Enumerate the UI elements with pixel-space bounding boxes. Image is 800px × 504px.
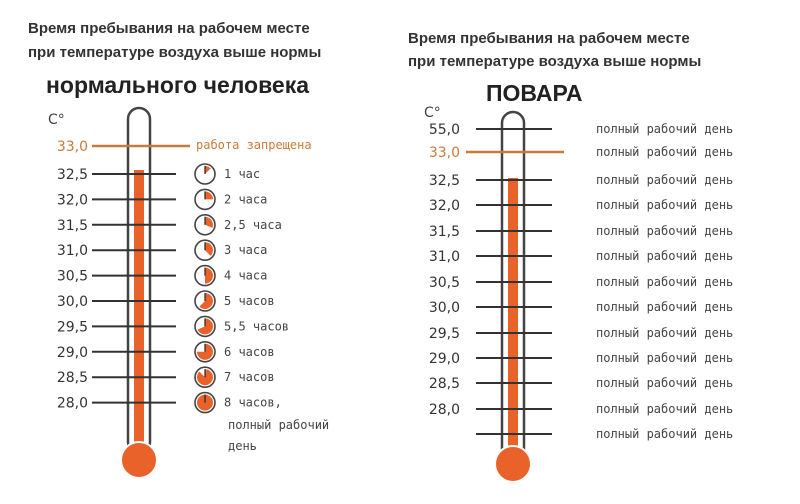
right-row-label: полный рабочий день (596, 173, 733, 187)
right-row-temp: 32,5 (429, 173, 460, 189)
left-row: 28,0 8 часов, (57, 391, 282, 414)
right-row: 29,5 полный рабочий день (429, 326, 733, 342)
left-row-label: 5 часов (224, 294, 275, 308)
left-row-temp: 28,5 (57, 370, 88, 386)
left-panel: Время пребывания на рабочем месте при те… (28, 20, 329, 479)
right-row-label: полный рабочий день (596, 275, 733, 289)
left-row-label: 8 часов, (224, 396, 282, 410)
clock-icon (194, 366, 216, 389)
right-row-label: полный рабочий день (596, 224, 733, 238)
right-row-temp: 29,0 (429, 351, 460, 367)
right-row-temp: 30,5 (429, 275, 460, 291)
right-row: 32,5 полный рабочий день (429, 173, 733, 189)
left-last-extra-line1: полный рабочий (228, 418, 329, 432)
right-row-temp: 31,0 (429, 249, 460, 265)
left-row-temp: 31,0 (57, 243, 88, 259)
clock-icon (194, 391, 216, 414)
clock-icon (194, 188, 216, 211)
right-title-line1: Время пребывания на рабочем месте (408, 30, 690, 47)
left-row: 30,5 4 часа (57, 264, 267, 287)
clock-icon (194, 340, 216, 363)
left-heading: нормального человека (46, 72, 309, 98)
right-row-temp: 29,5 (429, 326, 460, 342)
right-row-temp: 32,0 (429, 198, 460, 214)
left-row-label: 2 часа (224, 192, 267, 206)
left-row-label: 5,5 часов (224, 319, 289, 333)
right-row-label: полный рабочий день (596, 427, 733, 441)
right-row: 30,5 полный рабочий день (429, 275, 733, 291)
left-title-line1: Время пребывания на рабочем месте (28, 20, 310, 37)
right-row-label: полный рабочий день (596, 122, 733, 136)
right-heading: ПОВАРА (486, 80, 582, 106)
right-row-label: полный рабочий день (596, 376, 733, 390)
left-row-temp: 32,5 (57, 167, 88, 183)
right-row: 32,0 полный рабочий день (429, 198, 733, 214)
left-row: 29,5 5,5 часов (57, 315, 289, 338)
left-row-temp: 28,0 (57, 396, 88, 412)
left-row: 31,5 2,5 часа (57, 214, 282, 236)
left-row: 31,0 3 часа (57, 239, 267, 261)
right-row-label: полный рабочий день (596, 326, 733, 340)
right-row-label: полный рабочий день (596, 351, 733, 365)
right-row-label: полный рабочий день (596, 145, 733, 159)
right-row-label: полный рабочий день (596, 300, 733, 314)
left-row-temp: 29,5 (57, 319, 88, 335)
left-row-temp: 29,0 (57, 345, 88, 361)
left-row-label: 3 часа (224, 243, 267, 257)
left-thermometer (120, 106, 158, 479)
left-row: 32,5 1 час (57, 163, 260, 185)
right-unit: С° (424, 105, 441, 121)
left-threshold-value: 33,0 (57, 139, 88, 155)
clock-icon (194, 239, 216, 261)
right-panel: Время пребывания на рабочем месте при те… (408, 30, 733, 483)
left-row: 30,0 5 часов (57, 290, 275, 312)
right-rows: 55,0 полный рабочий день 33,0 полный рабочи… (429, 122, 733, 441)
right-row-label: полный рабочий день (596, 249, 733, 263)
right-thermometer (494, 110, 532, 483)
right-row-temp: 31,5 (429, 224, 460, 240)
clock-icon (194, 315, 216, 338)
right-row: 28,5 полный рабочий день (429, 376, 733, 392)
left-title-line2: при температуре воздуха выше нормы (28, 44, 321, 61)
left-row-temp: 31,5 (57, 218, 88, 234)
left-row-label: 2,5 часа (224, 218, 282, 232)
clock-icon (194, 264, 216, 287)
right-row-temp: 55,0 (429, 122, 460, 138)
right-row-temp: 33,0 (429, 145, 460, 161)
left-unit: С° (48, 112, 65, 128)
right-row: 28,0 полный рабочий день (429, 402, 733, 418)
left-last-extra-line2: день (228, 439, 257, 453)
left-row-label: 1 час (224, 167, 260, 181)
right-row: 55,0 полный рабочий день (429, 122, 733, 138)
left-rows: 32,5 1 час 32,0 2 часа 31,5 2,5 часа 31,0 3 час… (57, 163, 289, 414)
right-row-temp: 28,0 (429, 402, 460, 418)
right-row: 29,0 полный рабочий день (429, 351, 733, 367)
right-row: 31,0 полный рабочий день (429, 249, 733, 265)
left-row: 28,5 7 часов (57, 366, 275, 389)
left-row-temp: 30,5 (57, 269, 88, 285)
right-row: полный рабочий день (476, 427, 733, 441)
right-row-label: полный рабочий день (596, 402, 733, 416)
left-row-temp: 32,0 (57, 192, 88, 208)
right-row: 33,0 полный рабочий день (429, 145, 733, 161)
left-row-label: 6 часов (224, 345, 275, 359)
clock-icon (194, 163, 216, 185)
left-row-temp: 30,0 (57, 294, 88, 310)
right-row-temp: 28,5 (429, 376, 460, 392)
left-row-label: 7 часов (224, 370, 275, 384)
clock-icon (194, 214, 216, 236)
left-threshold-label: работа запрещена (196, 138, 312, 152)
left-row: 29,0 6 часов (57, 340, 275, 363)
clock-icon (194, 290, 216, 312)
left-row-label: 4 часа (224, 269, 267, 283)
right-row-temp: 30,0 (429, 300, 460, 316)
left-row: 32,0 2 часа (57, 188, 267, 211)
right-row: 31,5 полный рабочий день (429, 224, 733, 240)
right-row-label: полный рабочий день (596, 198, 733, 212)
right-row: 30,0 полный рабочий день (429, 300, 733, 316)
right-title-line2: при температуре воздуха выше нормы (408, 53, 701, 70)
